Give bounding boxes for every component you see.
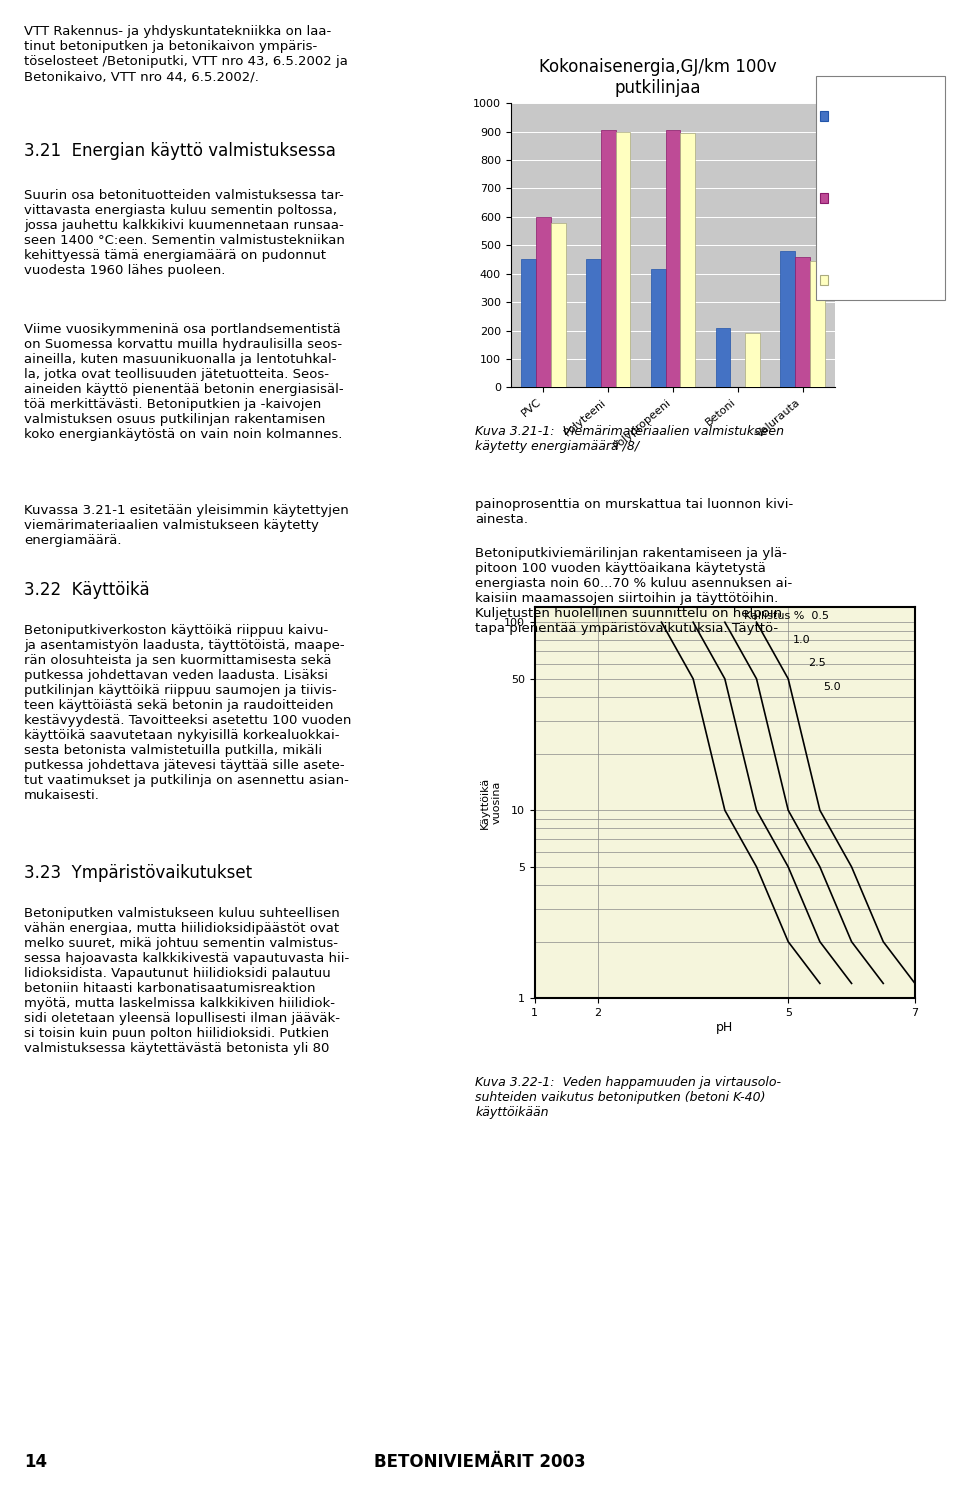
Text: 3.23  Ympäristövaikutukset: 3.23 Ympäristövaikutukset bbox=[24, 864, 252, 882]
Bar bbox=[780, 250, 796, 387]
Bar bbox=[536, 218, 551, 387]
Text: 3.22  Käyttöikä: 3.22 Käyttöikä bbox=[24, 581, 150, 599]
X-axis label: pH: pH bbox=[716, 1021, 733, 1034]
Text: VTT Rakennus- ja yhdyskuntatekniikka on laa-
tinut betoniputken ja betonikaivon : VTT Rakennus- ja yhdyskuntatekniikka on … bbox=[24, 25, 348, 83]
Text: Kuva 3.21-1:  Viemärimateriaalien valmistukseen
käytetty energiamäärä /8/: Kuva 3.21-1: Viemärimateriaalien valmist… bbox=[475, 425, 784, 453]
Text: BETONIVIEMÄRIT 2003: BETONIVIEMÄRIT 2003 bbox=[374, 1453, 586, 1471]
Bar bbox=[520, 259, 536, 387]
Text: Kokonaisenergia,GJ/km 100v
putkilinjaa: Kokonaisenergia,GJ/km 100v putkilinjaa bbox=[540, 58, 777, 97]
Text: Kallistus %  0.5: Kallistus % 0.5 bbox=[744, 611, 828, 621]
Bar bbox=[796, 256, 810, 387]
Bar bbox=[681, 133, 695, 387]
Bar bbox=[601, 130, 615, 387]
Bar bbox=[810, 261, 826, 387]
Text: Suurin osa betonituotteiden valmistuksessa tar-
vittavasta energiasta kuluu seme: Suurin osa betonituotteiden valmistukses… bbox=[24, 189, 345, 277]
Text: 14: 14 bbox=[24, 1453, 47, 1471]
Text: Viime vuosikymmeninä osa portlandsementistä
on Suomessa korvattu muilla hydrauli: Viime vuosikymmeninä osa portlandsementi… bbox=[24, 323, 344, 441]
Text: Betoniputken valmistukseen kuluu suhteellisen
vähän energiaa, mutta hiilidioksid: Betoniputken valmistukseen kuluu suhteel… bbox=[24, 907, 349, 1055]
Text: 2.5: 2.5 bbox=[808, 659, 827, 668]
Bar bbox=[586, 259, 601, 387]
Text: Jättö maahan: Jättö maahan bbox=[830, 274, 910, 288]
Text: 1.0: 1.0 bbox=[793, 635, 811, 645]
Bar bbox=[651, 270, 665, 387]
Bar bbox=[665, 130, 681, 387]
Text: painoprosenttia on murskattua tai luonnon kivi-
ainesta.: painoprosenttia on murskattua tai luonno… bbox=[475, 498, 794, 526]
Text: Betoniputkiverkoston käyttöikä riippuu kaivu-
ja asentamistyön laadusta, täyttöt: Betoniputkiverkoston käyttöikä riippuu k… bbox=[24, 624, 351, 802]
Y-axis label: Käyttöikä
vuosina: Käyttöikä vuosina bbox=[480, 776, 501, 828]
Text: Poltto: Poltto bbox=[830, 110, 865, 124]
Bar bbox=[715, 328, 731, 387]
Text: Kuva 3.22-1:  Veden happamuuden ja virtausolo-
suhteiden vaikutus betoniputken (: Kuva 3.22-1: Veden happamuuden ja virtau… bbox=[475, 1076, 781, 1119]
Bar bbox=[615, 131, 631, 387]
Text: 3.21  Energian käyttö valmistuksessa: 3.21 Energian käyttö valmistuksessa bbox=[24, 142, 336, 159]
Bar bbox=[551, 222, 565, 387]
Text: Kuvassa 3.21-1 esitetään yleisimmin käytettyjen
viemärimateriaalien valmistuksee: Kuvassa 3.21-1 esitetään yleisimmin käyt… bbox=[24, 504, 348, 547]
Bar bbox=[745, 334, 760, 387]
Text: Betoniputkiviemärilinjan rakentamiseen ja ylä-
pitoon 100 vuoden käyttöaikana kä: Betoniputkiviemärilinjan rakentamiseen j… bbox=[475, 547, 792, 635]
Text: 5.0: 5.0 bbox=[824, 681, 841, 691]
Text: Varastointi
jätteenä: Varastointi jätteenä bbox=[830, 185, 895, 213]
